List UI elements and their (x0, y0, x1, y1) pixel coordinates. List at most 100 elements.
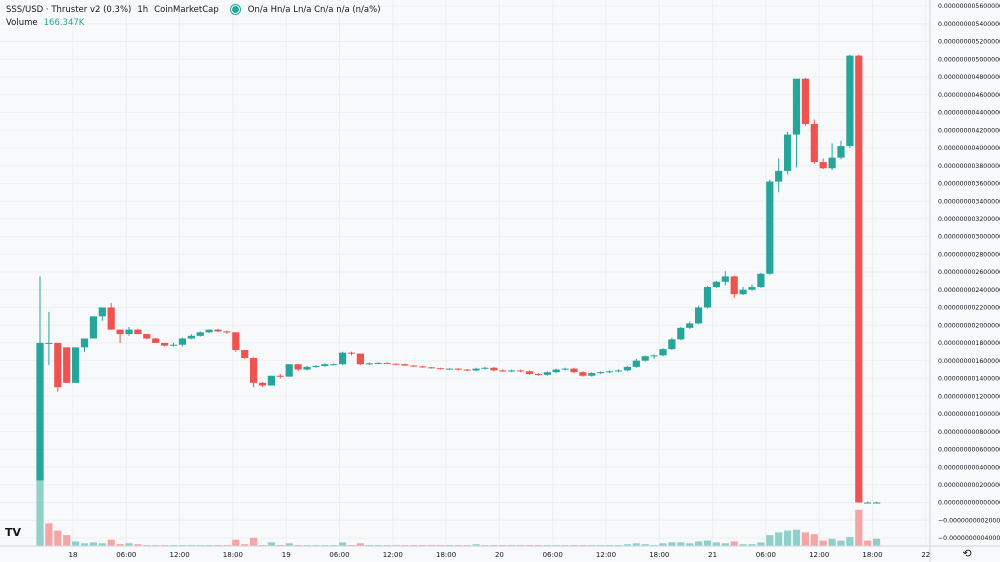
candle-body[interactable] (659, 349, 667, 356)
candle-body[interactable] (107, 307, 115, 330)
candle-body[interactable] (321, 364, 329, 366)
candle-body[interactable] (552, 369, 560, 373)
candle-body[interactable] (472, 368, 480, 371)
candle-body[interactable] (490, 367, 498, 371)
candle-body[interactable] (454, 368, 462, 370)
candle-body[interactable] (801, 78, 809, 124)
candle-body[interactable] (312, 365, 320, 367)
candle-body[interactable] (187, 335, 195, 339)
candle-body[interactable] (374, 362, 382, 364)
candle-body[interactable] (54, 342, 62, 388)
candle-body[interactable] (161, 342, 169, 346)
candle-body[interactable] (686, 323, 694, 328)
symbol-title[interactable]: SSS/USD · Thruster v2 (0.3%) (6, 4, 132, 15)
candle-body[interactable] (730, 276, 738, 295)
candle-body[interactable] (294, 364, 302, 370)
candle-body[interactable] (125, 329, 133, 335)
candle-body[interactable] (63, 347, 71, 383)
candle-body[interactable] (775, 170, 783, 182)
candle-body[interactable] (276, 375, 284, 377)
candle-body[interactable] (303, 366, 311, 370)
candle-body[interactable] (650, 355, 658, 357)
candle-body[interactable] (695, 307, 703, 324)
candle-body[interactable] (739, 289, 747, 295)
candle-body[interactable] (250, 358, 258, 383)
candle-body[interactable] (356, 353, 364, 365)
candle-body[interactable] (258, 382, 267, 386)
candle-body[interactable] (392, 363, 400, 365)
interval-label[interactable]: 1h (137, 4, 149, 15)
candle-body[interactable] (223, 331, 231, 333)
candle-body[interactable] (828, 157, 836, 169)
candle-body[interactable] (45, 342, 53, 344)
candle-body[interactable] (445, 368, 453, 370)
candle-body[interactable] (517, 370, 525, 372)
candle-body[interactable] (285, 364, 293, 377)
candle-body[interactable] (419, 366, 427, 368)
time-axis[interactable]: 18 06:00 12:00 18:00 19 06:00 12:00 18:00 20 06:0… (0, 545, 1000, 559)
candle-body[interactable] (588, 373, 596, 376)
candle-body[interactable] (410, 365, 418, 367)
candle-body[interactable] (383, 362, 391, 364)
candle-body[interactable] (810, 123, 818, 163)
candle-body[interactable] (481, 367, 489, 369)
candle-body[interactable] (597, 372, 605, 374)
candle-body[interactable] (205, 329, 213, 333)
candle-body[interactable] (401, 364, 409, 366)
price-axis[interactable]: 0.000000005600000 0.000000005400000 0.0000… (929, 0, 1000, 562)
candle-body[interactable] (463, 369, 471, 371)
candle-body[interactable] (80, 338, 89, 348)
candle-body[interactable] (819, 162, 827, 169)
candle-body[interactable] (641, 356, 649, 361)
candle-body[interactable] (241, 350, 249, 359)
candle-body[interactable] (623, 366, 631, 371)
candle-body[interactable] (89, 316, 97, 339)
candle-body[interactable] (169, 344, 178, 346)
candle-body[interactable] (508, 370, 516, 372)
candle-body[interactable] (721, 276, 729, 282)
candle-body[interactable] (668, 339, 676, 350)
candle-body[interactable] (98, 307, 106, 317)
candle-body[interactable] (499, 370, 507, 372)
candle-body[interactable] (712, 281, 720, 288)
candle-body[interactable] (232, 332, 240, 351)
candle-body[interactable] (766, 181, 774, 274)
candle-body[interactable] (846, 55, 854, 147)
candle-body[interactable] (267, 375, 275, 386)
candle-body[interactable] (606, 371, 614, 373)
candle-body[interactable] (703, 287, 712, 308)
candle-body[interactable] (534, 373, 542, 375)
tradingview-logo-icon[interactable]: TV (5, 526, 22, 539)
candle-body[interactable] (873, 502, 881, 504)
candle-body[interactable] (677, 327, 685, 340)
candle-body[interactable] (864, 502, 872, 504)
candle-body[interactable] (330, 364, 338, 366)
candle-body[interactable] (525, 371, 534, 374)
candle-body[interactable] (792, 78, 801, 135)
candle-body[interactable] (855, 55, 863, 503)
candle-body[interactable] (152, 338, 160, 343)
candle-body[interactable] (543, 372, 551, 375)
candle-body[interactable] (428, 367, 436, 369)
candle-body[interactable] (36, 342, 44, 481)
candle-body[interactable] (632, 360, 640, 367)
candle-body[interactable] (561, 368, 569, 370)
candle-body[interactable] (347, 352, 356, 354)
auto-scale-settings-icon[interactable]: ⟲ (962, 547, 972, 560)
candle-body[interactable] (339, 352, 347, 365)
candle-body[interactable] (436, 368, 445, 370)
candle-body[interactable] (784, 134, 792, 171)
candle-body[interactable] (143, 334, 151, 339)
candle-body[interactable] (178, 338, 186, 345)
candle-body[interactable] (757, 273, 765, 288)
candle-body[interactable] (116, 329, 124, 335)
candle-body[interactable] (214, 329, 222, 332)
volume-label[interactable]: Volume (6, 17, 38, 28)
candle-body[interactable] (614, 370, 623, 372)
candle-body[interactable] (196, 332, 204, 336)
candle-body[interactable] (748, 287, 756, 290)
candle-body[interactable] (134, 329, 142, 335)
candle-body[interactable] (365, 363, 373, 365)
